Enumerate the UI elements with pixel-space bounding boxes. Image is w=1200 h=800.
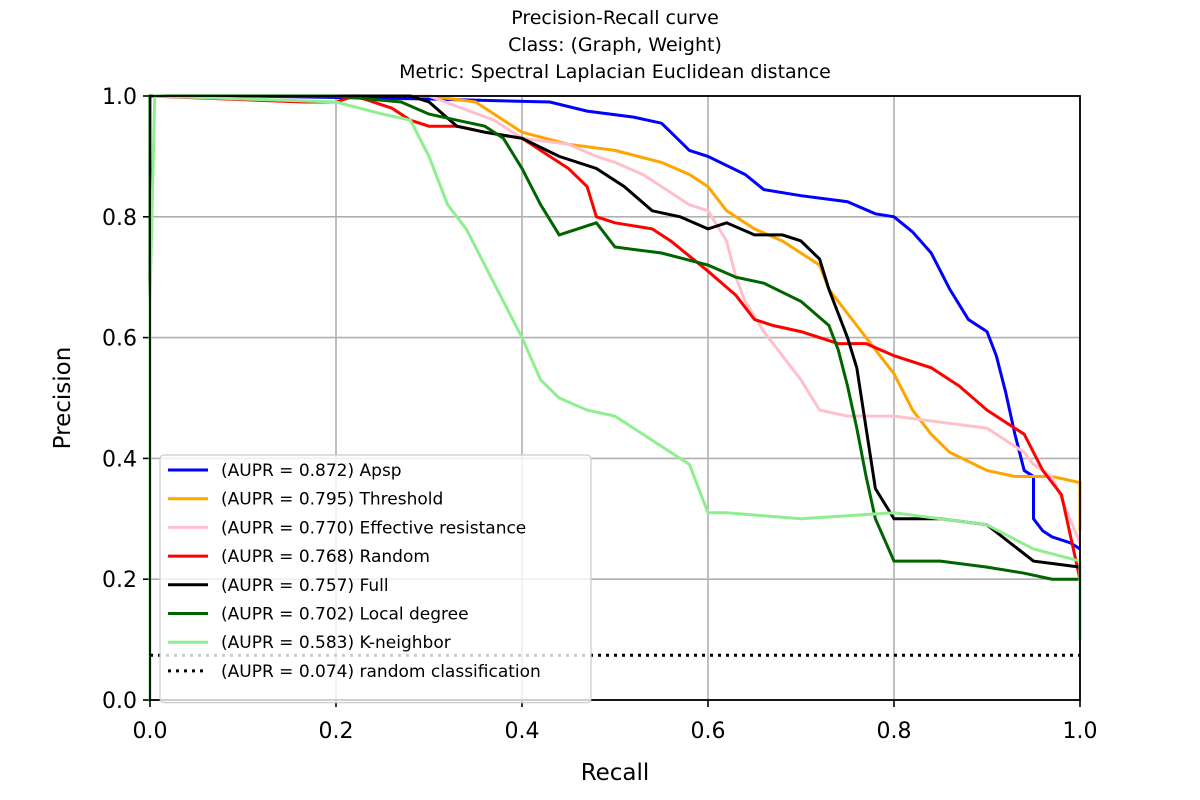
legend-entry-label: (AUPR = 0.795) Threshold <box>221 490 443 510</box>
y-tick-label: 0.2 <box>102 568 137 593</box>
legend-entry-label: (AUPR = 0.702) Local degree <box>221 605 469 625</box>
legend-entry-label: (AUPR = 0.768) Random <box>221 547 430 567</box>
series-line-1 <box>148 94 1082 700</box>
x-tick-label: 0.0 <box>133 719 168 744</box>
chart-title-line-2: Class: (Graph, Weight) <box>508 34 722 56</box>
series-line-6 <box>148 94 1082 700</box>
series-line-3 <box>148 94 1082 700</box>
y-tick-label: 0.0 <box>102 689 137 714</box>
x-tick-label: 0.4 <box>505 719 540 744</box>
legend-entry-label: (AUPR = 0.583) K-neighbor <box>221 633 451 653</box>
legend-box <box>159 454 592 704</box>
legend-entry-label: (AUPR = 0.074) random classification <box>221 662 541 682</box>
x-tick-label: 1.0 <box>1063 719 1098 744</box>
x-axis-ticks: 0.0 0.2 0.4 0.6 0.8 1.0 <box>133 700 1098 744</box>
plot-frame <box>149 95 1081 701</box>
legend-entry-label: (AUPR = 0.770) Effective resistance <box>221 518 526 538</box>
legend-entry-label: (AUPR = 0.757) Full <box>221 576 389 596</box>
series-line-4 <box>148 94 1081 700</box>
series-line-2 <box>148 94 1082 700</box>
y-tick-label: 0.8 <box>102 206 137 231</box>
x-tick-label: 0.2 <box>319 719 354 744</box>
chart-title: Precision-Recall curve Class: (Graph, We… <box>399 7 831 83</box>
x-axis-label: Recall <box>581 760 650 786</box>
y-tick-label: 0.6 <box>102 327 137 352</box>
legend: (AUPR = 0.872) Apsp (AUPR = 0.795) Thresh… <box>159 454 592 704</box>
series-line-5 <box>148 94 1080 700</box>
y-axis-label: Precision <box>50 347 76 450</box>
y-tick-label: 1.0 <box>102 85 137 110</box>
x-tick-label: 0.8 <box>877 719 912 744</box>
series-line-0 <box>148 94 1081 700</box>
chart-title-line-1: Precision-Recall curve <box>511 7 719 29</box>
y-tick-label: 0.4 <box>102 447 137 472</box>
chart-title-line-3: Metric: Spectral Laplacian Euclidean dis… <box>399 61 831 83</box>
x-tick-label: 0.6 <box>691 719 726 744</box>
y-axis-ticks: 0.0 0.2 0.4 0.6 0.8 1.0 <box>102 85 150 714</box>
legend-entry-label: (AUPR = 0.872) Apsp <box>221 461 402 481</box>
series-group <box>148 94 1082 700</box>
